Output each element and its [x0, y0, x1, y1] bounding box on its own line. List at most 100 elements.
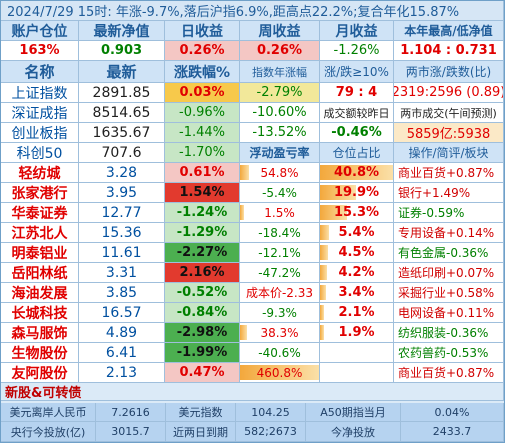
stock-float-pnl-text: -47.2%: [258, 265, 301, 280]
stock-change: -1.29%: [165, 223, 240, 243]
stock-name: 华泰证券: [1, 203, 79, 223]
index-latest: 1635.67: [79, 123, 165, 143]
stock-name-text: 友阿股份: [11, 365, 68, 382]
stock-float-pnl: -12.1%: [240, 243, 320, 263]
index-row: 创业板指 1635.67 -1.44% -13.52% -0.46% 5859亿…: [1, 123, 504, 143]
index-latest: 8514.65: [79, 103, 165, 123]
title-text: 2024/7/29 15时: 年涨-9.7%,落后沪指6.9%,距高点22.2%…: [7, 5, 460, 20]
stock-change: -1.99%: [165, 343, 240, 363]
stock-weight-text: 40.8%: [333, 165, 380, 180]
stock-row[interactable]: 轻纺城 3.28 0.61% 54.8% 40.8% 商业百货+0.87%: [1, 163, 504, 183]
stock-row[interactable]: 明泰铝业 11.61 -2.27% -12.1% 4.5% 有色金属-0.36%: [1, 243, 504, 263]
stock-row[interactable]: 海油发展 3.85 -0.52% 成本价-2.33 3.4% 采掘行业+0.58%: [1, 283, 504, 303]
stock-row[interactable]: 友阿股份 2.13 0.47% 460.8% 商业百货+0.87%: [1, 363, 504, 383]
stock-weight-text: 3.4%: [338, 285, 375, 300]
stock-weight: 3.4%: [320, 283, 394, 303]
stock-name: 海油发展: [1, 283, 79, 303]
stock-float-pnl: 38.3%: [240, 323, 320, 343]
stock-note-text: 证券-0.59%: [398, 206, 465, 220]
stock-float-pnl: -40.6%: [240, 343, 320, 363]
stock-float-pnl-text: -40.6%: [258, 345, 301, 360]
header-weight: 仓位占比: [320, 143, 394, 163]
bar-fill: [320, 225, 330, 240]
stock-name: 江苏北人: [1, 223, 79, 243]
stock-change: -0.84%: [165, 303, 240, 323]
stock-row[interactable]: 长城科技 16.57 -0.84% -9.3% 2.1% 电网设备+0.11%: [1, 303, 504, 323]
stock-price-text: 3.95: [105, 184, 138, 201]
header-nav: 最新净值: [79, 21, 165, 41]
stock-weight-text: 1.9%: [338, 325, 375, 340]
stock-note-text: 造纸印刷+0.07%: [398, 266, 495, 280]
stock-weight: [320, 363, 394, 383]
stock-price: 4.89: [79, 323, 165, 343]
maturity-value: 582;2673: [236, 422, 306, 442]
maturity-label: 近两日到期: [166, 422, 236, 442]
stock-float-pnl-text: -18.4%: [258, 225, 301, 240]
nav-value: 0.903: [79, 41, 165, 61]
bar-fill: [240, 205, 244, 220]
stock-float-pnl-text: -5.4%: [262, 185, 297, 200]
stock-name-text: 生物股份: [11, 345, 68, 362]
fx-label: 美元离岸人民币: [1, 403, 96, 422]
index-header-limit: 涨/跌≥10%: [320, 61, 394, 83]
stock-name: 轻纺城: [1, 163, 79, 183]
stock-price: 3.28: [79, 163, 165, 183]
stock-note: 农药兽药-0.53%: [394, 343, 504, 363]
stock-row[interactable]: 华泰证券 12.77 -1.24% 1.5% 15.3% 证券-0.59%: [1, 203, 504, 223]
index-header-year: 指数年涨幅: [240, 61, 320, 83]
stock-note-text: 电网设备+0.11%: [398, 306, 495, 320]
stock-change: 2.16%: [165, 263, 240, 283]
stock-price-text: 6.41: [105, 344, 138, 361]
stock-name: 明泰铝业: [1, 243, 79, 263]
stock-weight: 1.9%: [320, 323, 394, 343]
stock-row[interactable]: 江苏北人 15.36 -1.29% -18.4% 5.4% 专用设备+0.14%: [1, 223, 504, 243]
stock-price: 3.31: [79, 263, 165, 283]
stock-float-pnl: -5.4%: [240, 183, 320, 203]
footer-label-row: 新股&可转债: [1, 383, 504, 401]
stock-row[interactable]: 张家港行 3.95 1.54% -5.4% 19.9% 银行+1.49%: [1, 183, 504, 203]
index-header-name: 名称: [1, 61, 79, 83]
stock-note-text: 商业百货+0.87%: [398, 366, 495, 380]
stock-change-text: -1.29%: [176, 225, 228, 240]
stock-note-text: 纺织服装-0.36%: [398, 326, 489, 340]
stock-name-text: 华泰证券: [11, 205, 68, 222]
stock-change-text: -1.99%: [176, 345, 228, 360]
stock-note-text: 专用设备+0.14%: [398, 226, 495, 240]
bar-fill: [240, 365, 319, 380]
index-name: 深证成指: [1, 103, 79, 123]
stock-row[interactable]: 森马服饰 4.89 -2.98% 38.3% 1.9% 纺织服装-0.36%: [1, 323, 504, 343]
stock-name-text: 长城科技: [11, 305, 68, 322]
stock-name: 长城科技: [1, 303, 79, 323]
stock-price: 6.41: [79, 343, 165, 363]
index-volume-change: -0.46%: [320, 123, 394, 143]
stock-note: 有色金属-0.36%: [394, 243, 504, 263]
new-stock-label: 新股&可转债: [5, 386, 82, 401]
bar-fill: [320, 165, 393, 180]
stock-change-text: -2.98%: [176, 325, 228, 340]
stock-weight: 4.5%: [320, 243, 394, 263]
stock-weight-text: 4.5%: [338, 245, 375, 260]
stock-price: 12.77: [79, 203, 165, 223]
stock-weight: 15.3%: [320, 203, 394, 223]
index-volume-label: 成交额较昨日: [320, 103, 394, 123]
stock-name-text: 明泰铝业: [11, 245, 68, 262]
stock-weight-text: 15.3%: [333, 205, 380, 220]
pboc-label: 央行今投放(亿): [1, 422, 96, 442]
stock-name-text: 海油发展: [11, 285, 68, 302]
stock-price-text: 3.85: [105, 284, 138, 301]
bar-fill: [320, 185, 356, 200]
stock-row[interactable]: 岳阳林纸 3.31 2.16% -47.2% 4.2% 造纸印刷+0.07%: [1, 263, 504, 283]
stock-change-text: 0.47%: [179, 365, 225, 380]
account-header-row: 账户仓位 最新净值 日收益 周收益 月收益 本年最高/低净值: [1, 21, 504, 41]
index-latest: 2891.85: [79, 83, 165, 103]
stock-note: 采掘行业+0.58%: [394, 283, 504, 303]
stock-price-text: 12.77: [101, 204, 142, 221]
stock-change-text: -0.52%: [176, 285, 228, 300]
stock-price-text: 3.31: [105, 264, 138, 281]
stock-weight-text: 5.4%: [338, 225, 375, 240]
stock-row[interactable]: 生物股份 6.41 -1.99% -40.6% 农药兽药-0.53%: [1, 343, 504, 363]
index-year: -10.60%: [240, 103, 320, 123]
position-value: 163%: [1, 41, 79, 61]
stock-change-text: 2.16%: [179, 265, 225, 280]
stock-change: -1.24%: [165, 203, 240, 223]
